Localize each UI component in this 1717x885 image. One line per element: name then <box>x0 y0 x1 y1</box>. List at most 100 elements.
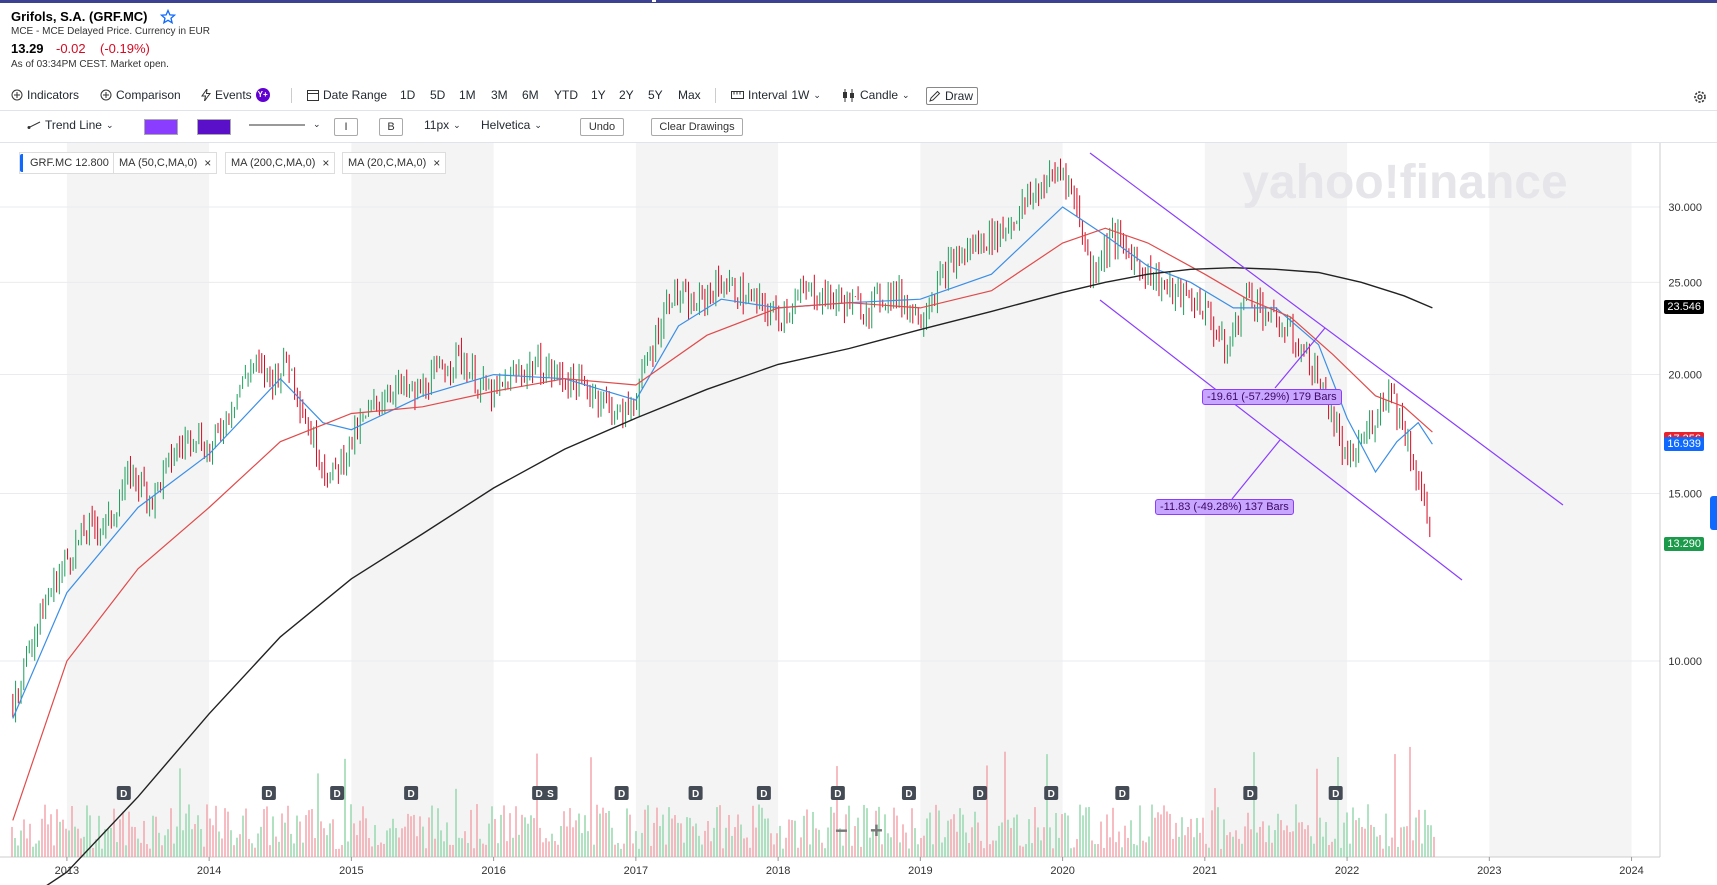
close-icon[interactable]: × <box>204 156 212 170</box>
dividend-marker-label: D <box>834 789 841 800</box>
dividend-marker-label: D <box>760 789 767 800</box>
x-tick-label: 2014 <box>197 865 221 877</box>
fill-color-swatch[interactable] <box>197 119 231 135</box>
chart-type-label: Candle <box>860 88 899 102</box>
dividend-marker-label: D <box>905 789 912 800</box>
range-6m[interactable]: 6M <box>522 88 539 102</box>
x-tick-label: 2023 <box>1477 865 1501 877</box>
dividend-marker <box>330 786 345 800</box>
trend-line-dropdown[interactable]: Trend Line ⌄ <box>27 118 113 132</box>
range-max[interactable]: Max <box>678 88 701 102</box>
line-color-swatch[interactable] <box>144 119 178 135</box>
chevron-down-icon: ⌄ <box>105 119 114 130</box>
y-tick-label: 15.000 <box>1668 488 1702 500</box>
x-tick-label: 2021 <box>1193 865 1217 877</box>
yahoo-finance-watermark: yahoo!finance <box>1242 156 1567 209</box>
annotation-leader-upper <box>1274 327 1326 389</box>
font-family-value: Helvetica <box>481 118 531 132</box>
x-tick-label: 2017 <box>624 865 648 877</box>
interval-dropdown[interactable]: Interval 1W ⌄ <box>731 88 821 102</box>
range-1y[interactable]: 1Y <box>591 88 606 102</box>
dividend-marker <box>614 786 629 800</box>
pencil-icon <box>929 90 941 102</box>
lightning-icon <box>201 89 211 101</box>
zoom-out-button[interactable]: − <box>835 818 848 843</box>
legend-symbol-chip[interactable]: GRF.MC 12.800 <box>19 152 115 174</box>
dividend-marker-label: D <box>265 789 272 800</box>
dividend-marker-label: D <box>120 789 127 800</box>
y-tick-label: 10.000 <box>1668 656 1702 668</box>
ma200-line <box>46 266 1433 885</box>
price-chart[interactable]: 30.000 25.000 20.000 15.000 10.000 2013 2014 20… <box>0 143 1717 885</box>
range-1m[interactable]: 1M <box>459 88 476 102</box>
trend-line-icon <box>27 121 41 129</box>
plus-circle-icon <box>11 89 23 101</box>
x-tick-label: 2020 <box>1050 865 1074 877</box>
gear-icon[interactable] <box>1692 89 1708 105</box>
events-button[interactable]: Events Y+ <box>201 88 270 102</box>
zoom-in-button[interactable]: + <box>870 818 883 843</box>
chevron-down-icon: ⌄ <box>534 119 542 130</box>
dividend-marker <box>1115 786 1130 800</box>
date-range-button[interactable]: Date Range <box>307 88 387 102</box>
dividend-marker-label: D <box>1119 789 1126 800</box>
undo-button[interactable]: Undo <box>580 118 624 136</box>
quote-change-percent: (-0.19%) <box>100 41 150 56</box>
font-size-dropdown[interactable]: 11px ⌄ <box>424 118 461 132</box>
draw-button[interactable]: Draw <box>926 87 979 105</box>
close-icon[interactable]: × <box>433 156 441 170</box>
quote-title: Grifols, S.A. (GRF.MC) <box>11 9 148 24</box>
year-band <box>920 143 1063 857</box>
trend-line-label: Trend Line <box>45 118 102 132</box>
last-price-tag: 13.290 <box>1664 537 1704 551</box>
indicators-button[interactable]: Indicators <box>11 88 79 102</box>
range-5d[interactable]: 5D <box>430 88 446 102</box>
x-tick-label: 2016 <box>481 865 505 877</box>
range-1d[interactable]: 1D <box>400 88 416 102</box>
x-tick-label: 2019 <box>908 865 932 877</box>
side-panel-tab[interactable] <box>1710 496 1717 530</box>
trendline-upper-channel <box>1089 152 1564 506</box>
dividend-marker-label: D <box>976 789 983 800</box>
year-band <box>66 143 210 857</box>
font-family-dropdown[interactable]: Helvetica ⌄ <box>481 118 542 132</box>
clear-drawings-button[interactable]: Clear Drawings <box>651 118 743 136</box>
ma200-price-tag: 23.546 <box>1664 300 1704 314</box>
interval-label: Interval <box>748 88 788 102</box>
candlestick-icon <box>843 88 854 102</box>
trendline-annotation-lower[interactable]: -11.83 (-49.28%) 137 Bars <box>1155 499 1294 515</box>
draw-label: Draw <box>945 89 974 103</box>
chevron-down-icon: ⌄ <box>453 119 461 130</box>
dividend-marker <box>901 786 916 800</box>
close-icon[interactable]: × <box>322 156 330 170</box>
star-icon[interactable] <box>160 9 176 25</box>
legend-ma20-chip[interactable]: MA (20,C,MA,0) × <box>342 152 447 174</box>
events-label: Events <box>215 88 252 102</box>
chevron-down-icon: ⌄ <box>813 89 821 100</box>
bold-button[interactable]: B <box>379 118 403 136</box>
italic-button[interactable]: I <box>334 118 358 136</box>
line-style-dropdown[interactable]: ⌄ <box>249 119 321 130</box>
indicators-label: Indicators <box>27 88 80 102</box>
dividend-marker-label: D <box>334 789 341 800</box>
dividend-marker-label: D <box>536 789 543 800</box>
line-style-icon <box>249 124 305 125</box>
comparison-label: Comparison <box>116 88 181 102</box>
dividend-marker-label: S <box>547 789 554 800</box>
trendline-annotation-upper[interactable]: -19.61 (-57.29%) 179 Bars <box>1202 389 1342 405</box>
legend-ma50-chip[interactable]: MA (50,C,MA,0) × <box>113 152 218 174</box>
range-5y[interactable]: 5Y <box>648 88 663 102</box>
range-2y[interactable]: 2Y <box>619 88 634 102</box>
range-ytd[interactable]: YTD <box>554 88 578 102</box>
chart-toolbar: Indicators Comparison Events Y+ Date Ran… <box>0 84 1717 108</box>
comparison-button[interactable]: Comparison <box>100 88 181 102</box>
annotation-leader-lower <box>1231 439 1281 500</box>
dividend-marker-label: D <box>1332 789 1339 800</box>
legend-ma200-chip[interactable]: MA (200,C,MA,0) × <box>225 152 336 174</box>
chart-type-dropdown[interactable]: Candle ⌄ <box>842 88 910 102</box>
dividend-marker-label: D <box>1247 789 1254 800</box>
drawing-toolbar: Trend Line ⌄ ⌄ I B 11px ⌄ Helvetica ⌄ Un… <box>0 116 1717 140</box>
chevron-down-icon: ⌄ <box>313 119 321 129</box>
range-3m[interactable]: 3M <box>491 88 508 102</box>
year-band <box>351 143 494 857</box>
